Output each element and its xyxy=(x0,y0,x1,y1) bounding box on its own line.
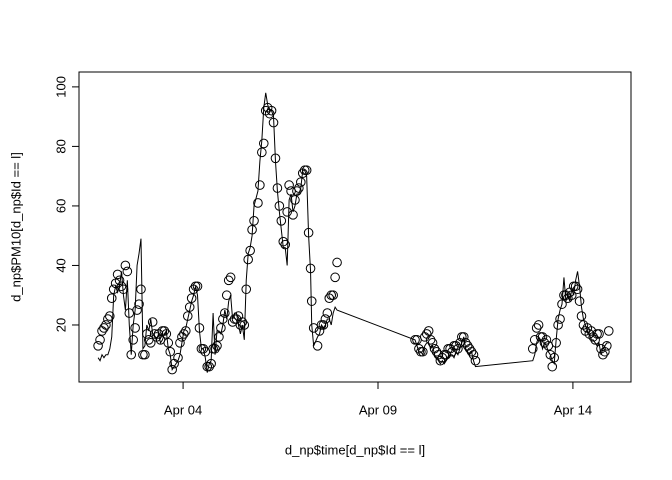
data-point xyxy=(533,320,544,330)
data-point xyxy=(138,349,148,360)
data-point xyxy=(332,257,342,268)
data-point xyxy=(212,341,222,351)
data-point xyxy=(253,198,263,208)
data-point xyxy=(145,338,156,348)
data-point xyxy=(598,349,608,360)
data-point xyxy=(294,183,304,193)
data-point xyxy=(97,326,107,336)
data-point xyxy=(330,272,340,283)
data-point xyxy=(282,207,292,217)
data-point xyxy=(326,290,337,301)
data-point xyxy=(531,323,542,333)
data-point xyxy=(547,361,558,372)
data-point xyxy=(147,317,158,327)
data-point xyxy=(219,308,230,318)
data-point xyxy=(458,332,469,342)
data-point xyxy=(225,272,236,283)
y-tick-label: 80 xyxy=(53,139,68,153)
y-tick-label: 40 xyxy=(53,258,68,272)
data-point xyxy=(223,275,234,286)
data-point xyxy=(93,341,103,351)
data-point xyxy=(429,343,440,354)
x-tick-label: Apr 14 xyxy=(554,402,592,417)
data-point xyxy=(602,341,612,351)
data-point xyxy=(322,308,333,318)
data-point xyxy=(204,361,215,372)
data-point xyxy=(99,323,109,333)
data-point xyxy=(603,326,614,336)
x-axis-title: d_np$time[d_np$Id == l] xyxy=(285,442,425,457)
data-point xyxy=(266,105,277,116)
data-point xyxy=(95,335,105,345)
data-point xyxy=(257,147,267,158)
data-point xyxy=(555,314,565,324)
data-point xyxy=(572,284,583,295)
data-point xyxy=(134,299,144,309)
data-point xyxy=(421,329,432,339)
data-point xyxy=(198,343,209,354)
data-point xyxy=(468,349,479,360)
data-point xyxy=(576,311,587,321)
data-point xyxy=(179,329,189,339)
x-tick-label: Apr 04 xyxy=(164,402,202,417)
data-point xyxy=(192,281,203,292)
data-point xyxy=(276,216,287,226)
data-point xyxy=(175,338,185,348)
data-point xyxy=(173,352,183,363)
data-point xyxy=(527,343,538,354)
data-point xyxy=(116,281,127,292)
data-point xyxy=(255,180,265,190)
data-point xyxy=(106,293,117,303)
data-point xyxy=(136,284,146,295)
data-point xyxy=(101,320,111,330)
data-point xyxy=(167,364,177,375)
x-tick-label: Apr 09 xyxy=(359,402,397,417)
y-axis-title: d_np$PM10[d_np$Id == l] xyxy=(8,152,23,302)
data-point xyxy=(594,329,604,339)
y-tick-label: 100 xyxy=(53,76,68,98)
data-point xyxy=(103,314,113,324)
data-point xyxy=(541,335,552,345)
data-line xyxy=(97,92,609,373)
data-point xyxy=(122,266,133,277)
data-point xyxy=(161,329,172,339)
data-point xyxy=(140,349,150,360)
data-point xyxy=(104,311,115,321)
data-point xyxy=(284,180,294,190)
data-point xyxy=(132,305,142,315)
data-point xyxy=(130,323,140,333)
data-point xyxy=(258,138,269,149)
data-point xyxy=(574,296,585,306)
data-point xyxy=(470,355,481,366)
data-point xyxy=(423,326,434,336)
data-point xyxy=(128,335,138,345)
data-point xyxy=(249,216,259,226)
data-point xyxy=(453,343,463,354)
data-point xyxy=(328,290,338,301)
y-tick-label: 20 xyxy=(53,318,68,332)
y-tick-label: 60 xyxy=(53,199,68,213)
data-point xyxy=(318,320,329,330)
data-point xyxy=(464,343,475,354)
data-point xyxy=(120,260,131,271)
data-point xyxy=(425,335,436,345)
data-point xyxy=(457,332,467,342)
